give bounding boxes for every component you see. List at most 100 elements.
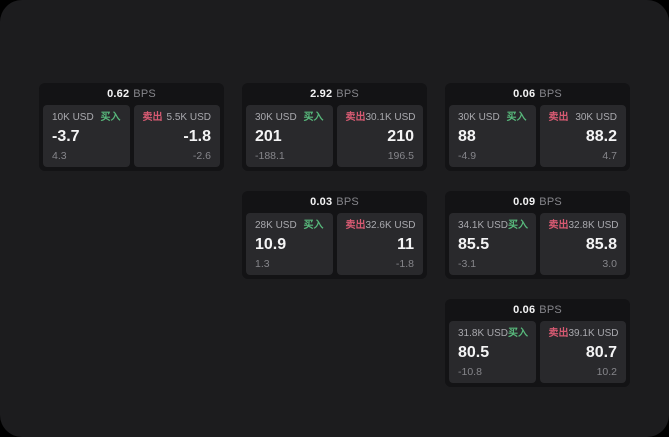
bps-spread-header: 2.92 BPS xyxy=(242,83,427,105)
bps-unit-label: BPS xyxy=(539,88,562,100)
bps-value: 0.62 xyxy=(107,88,130,100)
sell-price: 80.7 xyxy=(585,344,617,361)
buy-sub-value: -3.1 xyxy=(458,257,477,270)
buy-panel[interactable]: 28K USD 买入 10.9 1.3 xyxy=(246,213,333,275)
buy-sub-value: 1.3 xyxy=(255,257,270,270)
buy-amount: 10K USD xyxy=(52,112,94,123)
sell-panel-header: 卖出 5.5K USD xyxy=(143,113,212,123)
card-body: 31.8K USD 买入 80.5 -10.8 卖出 39.1K USD 80.… xyxy=(445,321,630,387)
buy-amount: 30K USD xyxy=(255,112,297,123)
buy-amount: 31.8K USD xyxy=(458,328,509,339)
sell-side-label: 卖出 xyxy=(548,220,569,231)
buy-price: 88 xyxy=(458,128,476,145)
sell-panel-header: 卖出 32.8K USD xyxy=(548,220,619,231)
card-body: 30K USD 买入 88 -4.9 卖出 30K USD 88.2 4.7 xyxy=(445,105,630,171)
quote-card-grid: 0.62 BPS 10K USD 买入 -3.7 4.3 卖出 5.5K USD xyxy=(39,83,630,387)
sell-panel-header: 卖出 39.1K USD xyxy=(548,328,619,339)
sell-panel-header: 卖出 30K USD xyxy=(549,113,618,123)
buy-side-label: 买入 xyxy=(508,328,529,339)
sell-panel[interactable]: 卖出 39.1K USD 80.7 10.2 xyxy=(539,321,626,383)
sell-price: 88.2 xyxy=(585,128,617,145)
buy-panel[interactable]: 30K USD 买入 88 -4.9 xyxy=(449,105,536,167)
bps-spread-header: 0.62 BPS xyxy=(39,83,224,105)
sell-amount: 5.5K USD xyxy=(166,112,211,123)
buy-side-label: 买入 xyxy=(508,220,529,231)
sell-panel[interactable]: 卖出 30K USD 88.2 4.7 xyxy=(539,105,626,167)
bps-unit-label: BPS xyxy=(133,88,156,100)
sell-amount: 30K USD xyxy=(575,112,617,123)
sell-panel-header: 卖出 30.1K USD xyxy=(345,112,416,123)
card-body: 10K USD 买入 -3.7 4.3 卖出 5.5K USD -1.8 -2.… xyxy=(39,105,224,171)
quote-card: 2.92 BPS 30K USD 买入 201 -188.1 卖出 30.1K … xyxy=(242,83,427,171)
sell-sub-value: -1.8 xyxy=(395,257,414,270)
buy-sub-value: 4.3 xyxy=(52,149,67,162)
quote-card: 0.09 BPS 34.1K USD 买入 85.5 -3.1 卖出 32.8K… xyxy=(445,191,630,279)
buy-price: 201 xyxy=(255,128,282,145)
sell-panel[interactable]: 卖出 32.6K USD 11 -1.8 xyxy=(336,213,423,275)
quote-card: 0.03 BPS 28K USD 买入 10.9 1.3 卖出 32.6K US… xyxy=(242,191,427,279)
buy-panel-header: 28K USD 买入 xyxy=(255,221,324,231)
sell-price: 210 xyxy=(387,128,414,145)
quote-card: 0.06 BPS 30K USD 买入 88 -4.9 卖出 30K USD xyxy=(445,83,630,171)
sell-amount: 30.1K USD xyxy=(365,112,416,123)
buy-side-label: 买入 xyxy=(506,112,527,123)
buy-side-label: 买入 xyxy=(303,112,324,123)
sell-sub-value: 196.5 xyxy=(387,149,414,162)
bps-spread-header: 0.09 BPS xyxy=(445,191,630,213)
buy-panel[interactable]: 10K USD 买入 -3.7 4.3 xyxy=(43,105,130,167)
buy-panel[interactable]: 30K USD 买入 201 -188.1 xyxy=(246,105,333,167)
buy-price: 10.9 xyxy=(255,236,287,253)
sell-price: 11 xyxy=(397,236,414,253)
buy-panel-header: 30K USD 买入 xyxy=(255,113,324,123)
sell-side-label: 卖出 xyxy=(345,220,366,231)
buy-sub-value: -188.1 xyxy=(255,149,285,162)
sell-sub-value: -2.6 xyxy=(192,149,211,162)
buy-panel-header: 30K USD 买入 xyxy=(458,113,527,123)
buy-amount: 30K USD xyxy=(458,112,500,123)
buy-price: -3.7 xyxy=(52,128,80,145)
sell-amount: 39.1K USD xyxy=(568,328,619,339)
sell-panel[interactable]: 卖出 32.8K USD 85.8 3.0 xyxy=(539,213,626,275)
bps-value: 0.06 xyxy=(513,88,536,100)
sell-sub-value: 4.7 xyxy=(602,149,617,162)
sell-side-label: 卖出 xyxy=(345,112,366,123)
bps-value: 2.92 xyxy=(310,88,333,100)
sell-panel[interactable]: 卖出 30.1K USD 210 196.5 xyxy=(336,105,423,167)
sell-sub-value: 3.0 xyxy=(602,257,617,270)
sell-panel[interactable]: 卖出 5.5K USD -1.8 -2.6 xyxy=(133,105,220,167)
sell-price: 85.8 xyxy=(585,236,617,253)
buy-price: 80.5 xyxy=(458,344,490,361)
buy-amount: 28K USD xyxy=(255,220,297,231)
buy-panel[interactable]: 31.8K USD 买入 80.5 -10.8 xyxy=(449,321,536,383)
buy-side-label: 买入 xyxy=(100,112,121,123)
bps-spread-header: 0.06 BPS xyxy=(445,83,630,105)
sell-sub-value: 10.2 xyxy=(596,365,617,378)
bps-value: 0.03 xyxy=(310,196,333,208)
sell-panel-header: 卖出 32.6K USD xyxy=(345,220,416,231)
buy-panel[interactable]: 34.1K USD 买入 85.5 -3.1 xyxy=(449,213,536,275)
bps-spread-header: 0.03 BPS xyxy=(242,191,427,213)
quote-card: 0.06 BPS 31.8K USD 买入 80.5 -10.8 卖出 39.1… xyxy=(445,299,630,387)
buy-sub-value: -10.8 xyxy=(458,365,482,378)
card-body: 28K USD 买入 10.9 1.3 卖出 32.6K USD 11 -1.8 xyxy=(242,213,427,279)
buy-panel-header: 10K USD 买入 xyxy=(52,113,121,123)
card-body: 30K USD 买入 201 -188.1 卖出 30.1K USD 210 1… xyxy=(242,105,427,171)
bps-spread-header: 0.06 BPS xyxy=(445,299,630,321)
buy-panel-header: 31.8K USD 买入 xyxy=(458,328,529,339)
buy-amount: 34.1K USD xyxy=(458,220,509,231)
buy-side-label: 买入 xyxy=(303,220,324,231)
bps-value: 0.06 xyxy=(513,304,536,316)
sell-side-label: 卖出 xyxy=(548,112,569,123)
buy-price: 85.5 xyxy=(458,236,490,253)
bps-value: 0.09 xyxy=(513,196,536,208)
card-body: 34.1K USD 买入 85.5 -3.1 卖出 32.8K USD 85.8… xyxy=(445,213,630,279)
bps-unit-label: BPS xyxy=(539,304,562,316)
sell-amount: 32.6K USD xyxy=(365,220,416,231)
sell-side-label: 卖出 xyxy=(548,328,569,339)
sell-side-label: 卖出 xyxy=(142,112,163,123)
bps-unit-label: BPS xyxy=(336,196,359,208)
buy-sub-value: -4.9 xyxy=(458,149,477,162)
buy-panel-header: 34.1K USD 买入 xyxy=(458,220,529,231)
sell-amount: 32.8K USD xyxy=(568,220,619,231)
